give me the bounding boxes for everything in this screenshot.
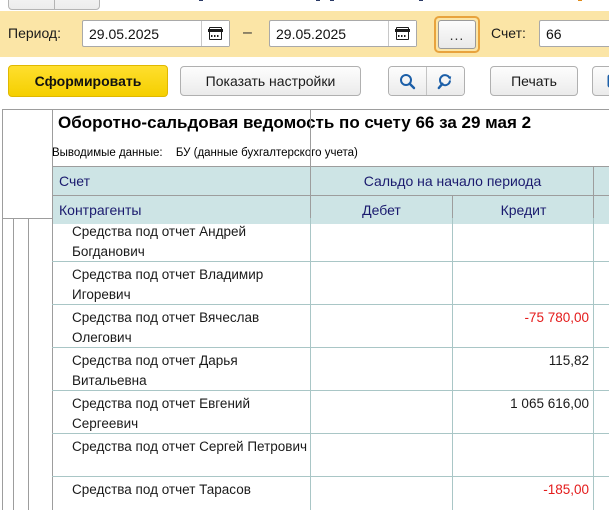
- date-from-field[interactable]: 29.05.2025: [82, 20, 230, 47]
- header-row-divider: [52, 195, 609, 196]
- show-settings-button[interactable]: Показать настройки: [180, 66, 361, 96]
- calendar-icon: [208, 27, 223, 40]
- search-icon: [400, 73, 416, 89]
- print-button[interactable]: Печать: [490, 66, 578, 96]
- toolbar-glyph-5-icon[interactable]: [578, 0, 582, 1]
- toolbar-glyph-1-icon[interactable]: [199, 0, 203, 1]
- header-balance-start-cell[interactable]: Сальдо на начало периода: [311, 167, 594, 195]
- row-1-counterparty[interactable]: Средства под отчет Андрей Богданович: [72, 224, 247, 259]
- output-data-label: Выводимые данные:: [52, 147, 163, 159]
- search-button-group: [388, 66, 465, 96]
- report-grid[interactable]: Оборотно-сальдовая ведомость по счету 66…: [0, 105, 609, 510]
- row-7-counterparty[interactable]: Средства под отчет Тарасов: [72, 482, 251, 497]
- row-4-separator: [52, 390, 609, 391]
- row-2-separator: [52, 304, 609, 305]
- title-bottom-border: [52, 166, 609, 167]
- account-label: Счет:: [491, 25, 526, 41]
- row-6-separator: [52, 476, 609, 477]
- gutter-top-separator: [2, 218, 53, 219]
- row-4-credit[interactable]: 115,82: [548, 353, 589, 368]
- row-3-credit[interactable]: -75 780,00: [524, 310, 589, 325]
- row-7-credit[interactable]: -185,00: [543, 482, 589, 497]
- row-3-counterparty[interactable]: Средства под отчет Вячеслав Олегович: [72, 310, 260, 345]
- row-5-credit[interactable]: 1 065 616,00: [510, 396, 589, 411]
- grid-gutter-border: [52, 109, 53, 510]
- grid-left-border: [2, 109, 3, 510]
- body-divider-3: [593, 218, 594, 510]
- date-from-value: 29.05.2025: [89, 25, 160, 42]
- toolbar-glyph-3-icon[interactable]: [330, 0, 334, 1]
- header-divider-3: [593, 167, 594, 218]
- header-account-cell[interactable]: Счет: [53, 167, 311, 195]
- date-to-value: 29.05.2025: [276, 25, 347, 42]
- header-next-debit-cell[interactable]: [594, 196, 609, 224]
- search-button[interactable]: [389, 67, 426, 95]
- header-debit-cell[interactable]: Дебет: [311, 196, 452, 224]
- gutter-level-2-separator: [28, 218, 29, 510]
- header-divider-2: [452, 195, 453, 218]
- period-label: Период:: [8, 25, 61, 41]
- more-periods-button[interactable]: ...: [438, 20, 476, 49]
- row-5-counterparty[interactable]: Средства под отчет Евгений Сергеевич: [72, 396, 250, 431]
- search-refresh-icon: [437, 73, 451, 89]
- header-counterparties-cell[interactable]: Контрагенты: [53, 196, 311, 224]
- header-credit-cell[interactable]: Кредит: [453, 196, 594, 224]
- account-value: 66: [546, 25, 562, 42]
- toolbar-glyph-4-icon[interactable]: [419, 0, 423, 1]
- output-data-line: Выводимые данные: БУ (данные бухгалтерск…: [52, 147, 358, 159]
- upper-toolbar-sliver: [0, 0, 609, 11]
- extra-toolbar-button[interactable]: [592, 66, 609, 96]
- row-6-counterparty[interactable]: Средства под отчет Сергей Петрович: [72, 439, 308, 454]
- header-next-group-cell[interactable]: [594, 167, 609, 195]
- title-column-divider: [310, 109, 311, 166]
- search-again-button[interactable]: [426, 67, 464, 95]
- settings-band: Период: 29.05.2025 – 29.05.2025 ... Счет…: [0, 11, 609, 57]
- body-divider-2: [452, 218, 453, 510]
- toolbar-glyph-2-icon[interactable]: [316, 0, 320, 1]
- save-icon: [607, 74, 609, 88]
- account-field[interactable]: 66: [539, 20, 609, 47]
- gutter-level-1-separator: [13, 218, 14, 510]
- date-to-field[interactable]: 29.05.2025: [269, 20, 417, 47]
- date-range-dash: –: [243, 24, 252, 41]
- report-title: Оборотно-сальдовая ведомость по счету 66…: [58, 113, 532, 132]
- date-from-calendar-button[interactable]: [201, 21, 229, 46]
- more-periods-focus-ring: ...: [434, 16, 480, 53]
- row-3-separator: [52, 347, 609, 348]
- date-to-calendar-button[interactable]: [388, 21, 416, 46]
- body-divider-1: [310, 218, 311, 510]
- row-1-separator: [52, 261, 609, 262]
- row-2-counterparty[interactable]: Средства под отчет Владимир Игоревич: [72, 267, 264, 302]
- output-data-value: БУ (данные бухгалтерского учета): [175, 147, 358, 159]
- toolbar-button-pair[interactable]: [8, 0, 100, 10]
- calendar-icon: [395, 27, 410, 40]
- header-divider-1: [310, 167, 311, 218]
- row-5-separator: [52, 433, 609, 434]
- generate-button[interactable]: Сформировать: [8, 65, 168, 97]
- grid-top-border: [2, 109, 609, 110]
- command-bar: Сформировать Показать настройки Печать: [0, 57, 609, 105]
- row-4-counterparty[interactable]: Средства под отчет Дарья Витальевна: [72, 353, 238, 388]
